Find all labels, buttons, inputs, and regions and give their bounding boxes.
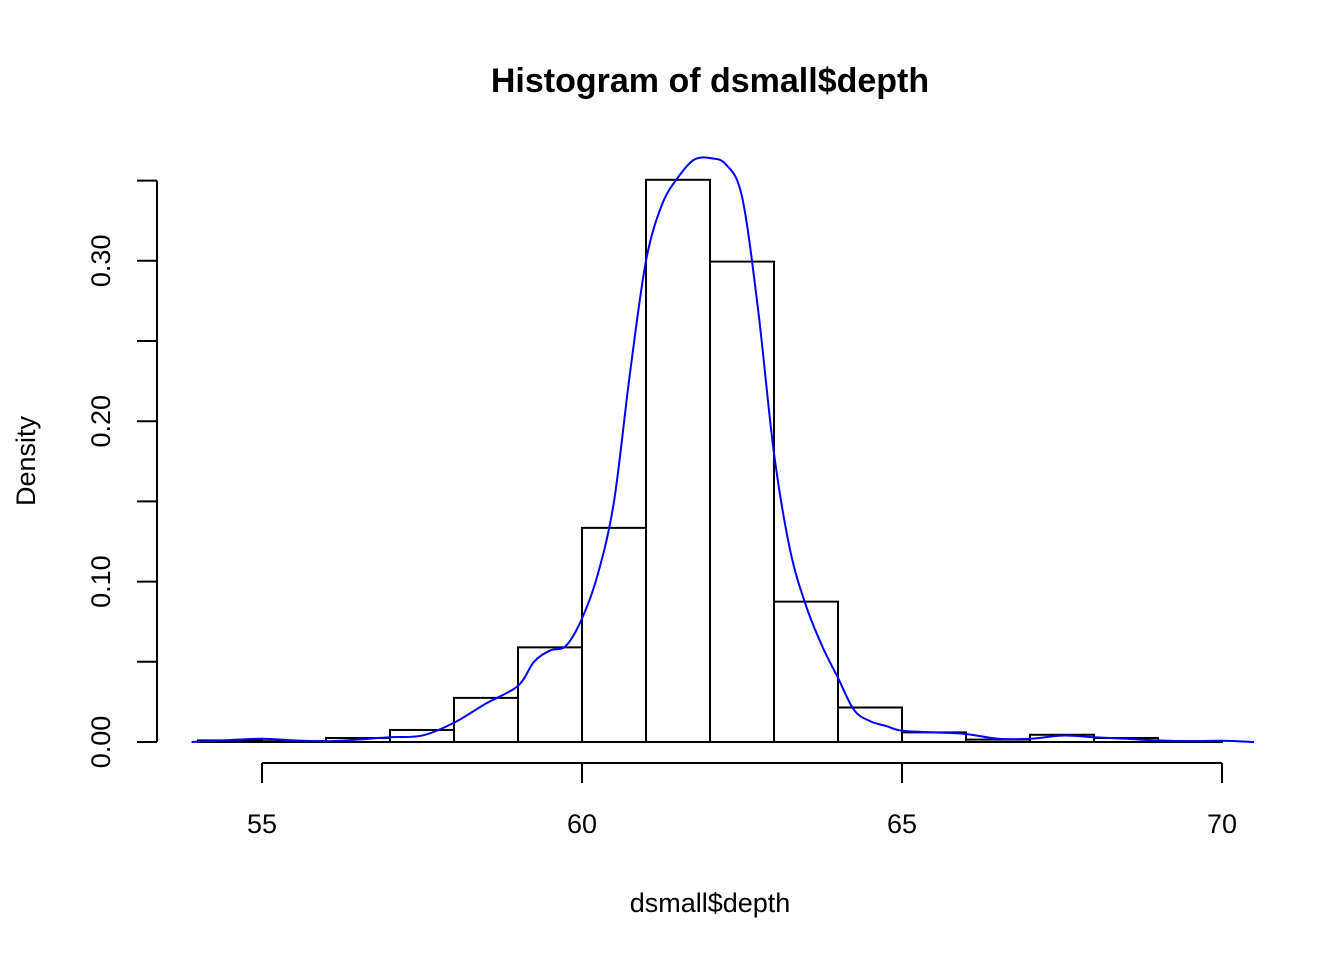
x-tick-label: 55 — [247, 809, 277, 839]
histogram-bar — [453, 696, 519, 744]
histogram-bar — [773, 600, 839, 744]
histogram-bar — [581, 526, 647, 744]
x-tick-label: 60 — [567, 809, 597, 839]
histogram-bar — [837, 706, 903, 743]
histogram-bars — [197, 178, 1223, 744]
density-curve — [191, 156, 1255, 743]
histogram-bar — [517, 646, 583, 744]
y-axis-label: Density — [11, 415, 41, 506]
y-tick-label: 0.30 — [86, 235, 116, 288]
x-tick-label: 65 — [887, 809, 917, 839]
x-axis-label: dsmall$depth — [630, 888, 791, 918]
y-tick-label: 0.10 — [86, 555, 116, 608]
x-axis: 55 60 65 70 — [247, 762, 1237, 839]
y-tick-label: 0.20 — [86, 395, 116, 448]
x-tick-label: 70 — [1207, 809, 1237, 839]
chart-title: Histogram of dsmall$depth — [491, 62, 929, 100]
histogram-bar — [645, 178, 711, 744]
histogram-bar — [709, 260, 775, 743]
y-tick-label: 0.00 — [86, 716, 116, 769]
y-axis: 0.00 0.10 0.20 0.30 — [86, 179, 158, 769]
